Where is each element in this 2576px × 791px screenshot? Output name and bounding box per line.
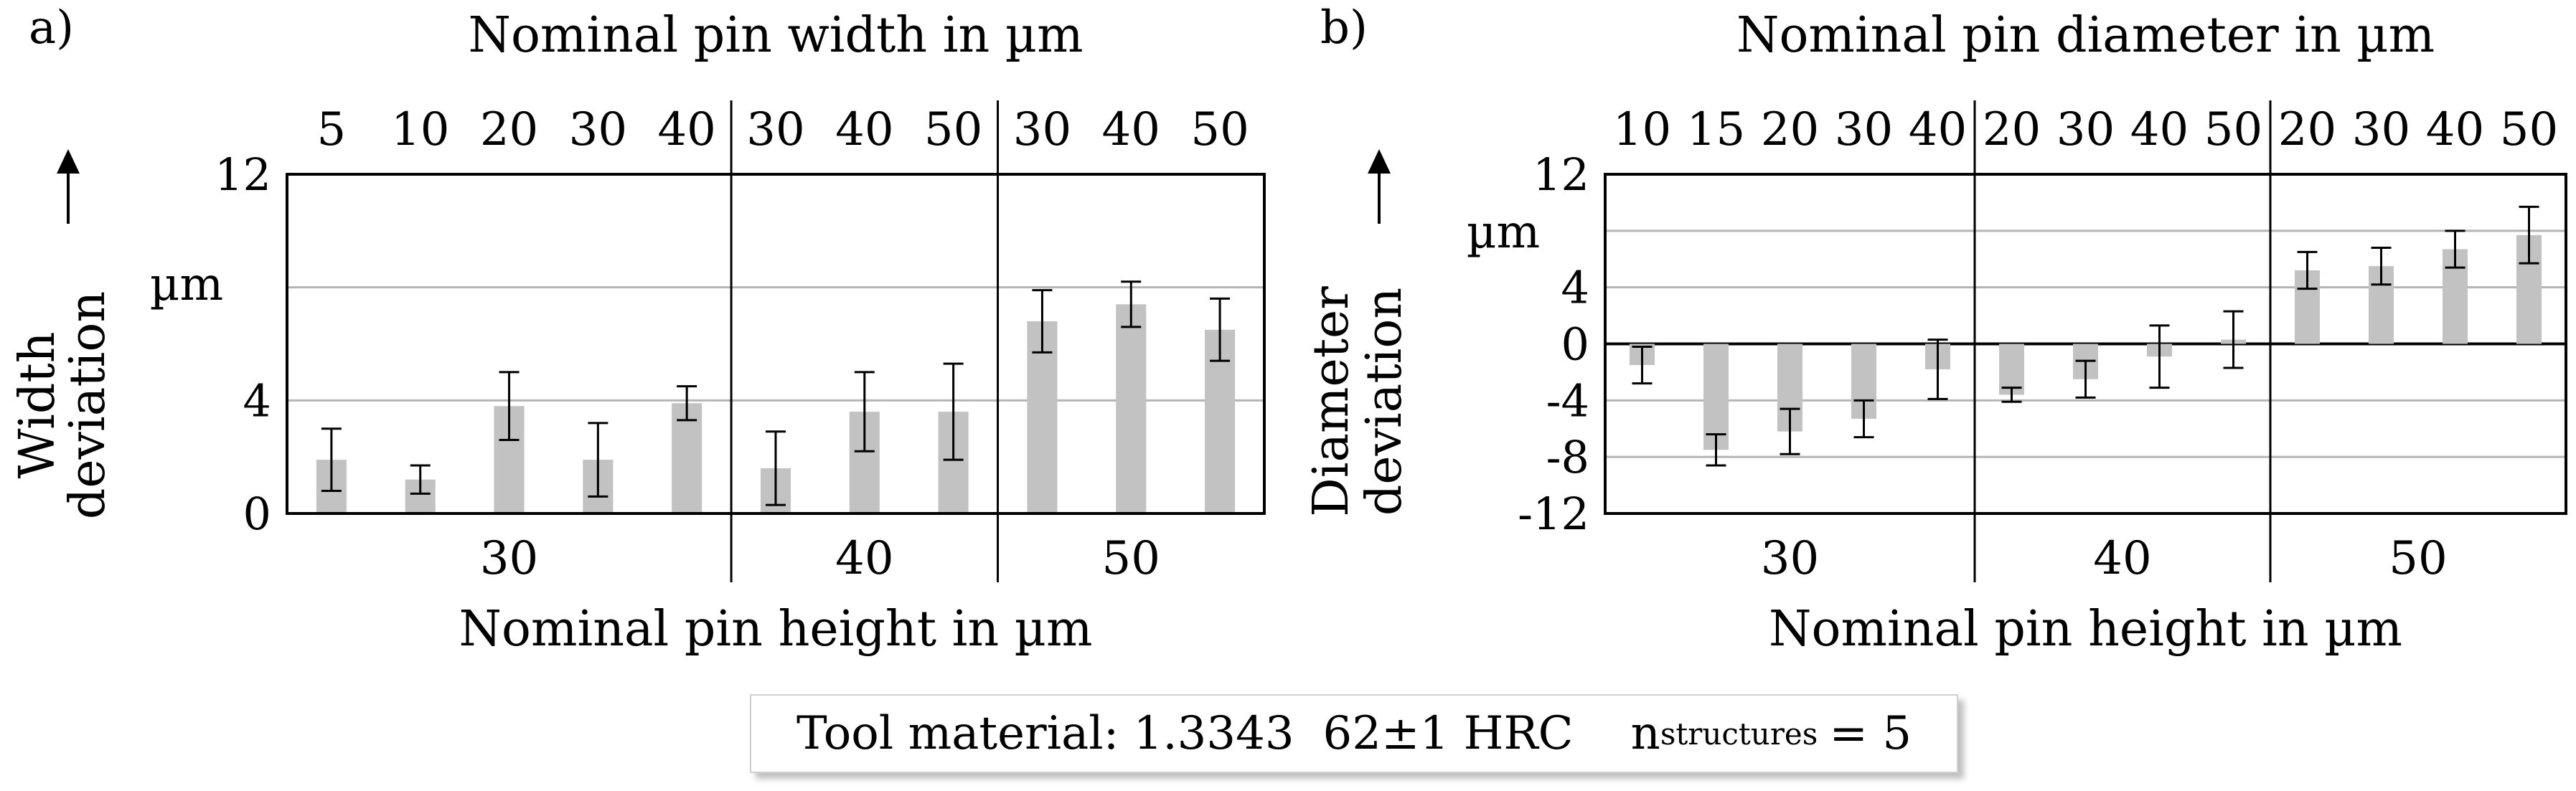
group-label: 50 [2389, 532, 2447, 585]
y-tick-label: 0 [1561, 318, 1589, 371]
category-label: 30 [2352, 103, 2410, 156]
category-label: 30 [569, 103, 627, 156]
y-tick-label: 4 [1561, 262, 1589, 314]
bar [1703, 344, 1729, 450]
y-axis-title-line1: Diameter [1303, 286, 1360, 517]
x-axis-title: Nominal pin height in µm [1769, 601, 2402, 658]
y-axis-title-line1: Width [9, 331, 66, 478]
group-label: 50 [1102, 532, 1160, 585]
top-axis-title: Nominal pin diameter in µm [1736, 7, 2435, 64]
footer-n-subscript: structures [1660, 716, 1818, 752]
category-label: 40 [835, 103, 893, 156]
category-label: 20 [1983, 103, 2041, 156]
y-tick-label: 4 [243, 374, 271, 427]
panel-label: a) [29, 1, 74, 55]
y-axis-title-line2: deviation [60, 291, 116, 519]
y-tick-label: -4 [1546, 374, 1589, 427]
category-label: 50 [924, 103, 982, 156]
footer-material: Tool material: 1.3343 [796, 707, 1294, 760]
panel-label: b) [1320, 1, 1368, 55]
footer-n-symbol: n [1630, 707, 1660, 760]
y-tick-label: -12 [1518, 488, 1589, 540]
category-label: 50 [1190, 103, 1249, 156]
y-tick-label: 0 [243, 488, 271, 540]
up-arrow-icon [57, 149, 80, 174]
y-unit-label: µm [1467, 206, 1540, 259]
up-arrow-icon [1368, 149, 1391, 174]
bar [1998, 344, 2025, 395]
group-label: 40 [2093, 532, 2151, 585]
category-label: 10 [1613, 103, 1671, 156]
chart-a: 0 4 12 5 10 20 30 40 30 40 50 30 40 50 30 40 50 a) Nominal… [9, 1, 1266, 658]
category-label: 30 [1013, 103, 1071, 156]
y-tick-label: 12 [1533, 148, 1589, 201]
footer-n-value: = 5 [1829, 707, 1912, 760]
group-label: 40 [835, 532, 893, 585]
y-tick-label: 12 [215, 148, 271, 201]
category-label: 50 [2500, 103, 2558, 156]
plot-frame [286, 173, 1266, 515]
footer-legend: Tool material: 1.3343 62±1 HRC n structur… [750, 694, 1958, 773]
bar [1116, 304, 1147, 513]
category-label: 40 [1102, 103, 1160, 156]
footer-hardness: 62±1 HRC [1322, 707, 1574, 760]
group-label: 30 [1761, 532, 1819, 585]
chart-b: -12-8-404 12 10 15 20 30 40 20 30 40 50 20 30 40 50 30 4… [1303, 1, 2567, 658]
y-tick-label: -8 [1546, 431, 1589, 483]
category-label: 30 [746, 103, 804, 156]
category-label: 30 [1835, 103, 1893, 156]
group-label: 30 [480, 532, 538, 585]
category-label: 5 [317, 103, 347, 156]
plot-frame [1604, 173, 2567, 515]
y-axis-title-line2: deviation [1356, 288, 1413, 516]
category-label: 40 [2130, 103, 2189, 156]
category-label: 20 [1761, 103, 1819, 156]
x-axis-title: Nominal pin height in µm [459, 601, 1093, 658]
category-label: 40 [1909, 103, 1967, 156]
category-label: 30 [2056, 103, 2115, 156]
category-label: 40 [657, 103, 715, 156]
category-label: 20 [2278, 103, 2336, 156]
bar [672, 403, 702, 513]
category-label: 10 [391, 103, 449, 156]
y-unit-label: µm [150, 258, 223, 311]
category-label: 15 [1687, 103, 1745, 156]
category-label: 40 [2426, 103, 2484, 156]
top-axis-title: Nominal pin width in µm [468, 7, 1083, 64]
category-label: 50 [2204, 103, 2262, 156]
category-label: 20 [480, 103, 538, 156]
